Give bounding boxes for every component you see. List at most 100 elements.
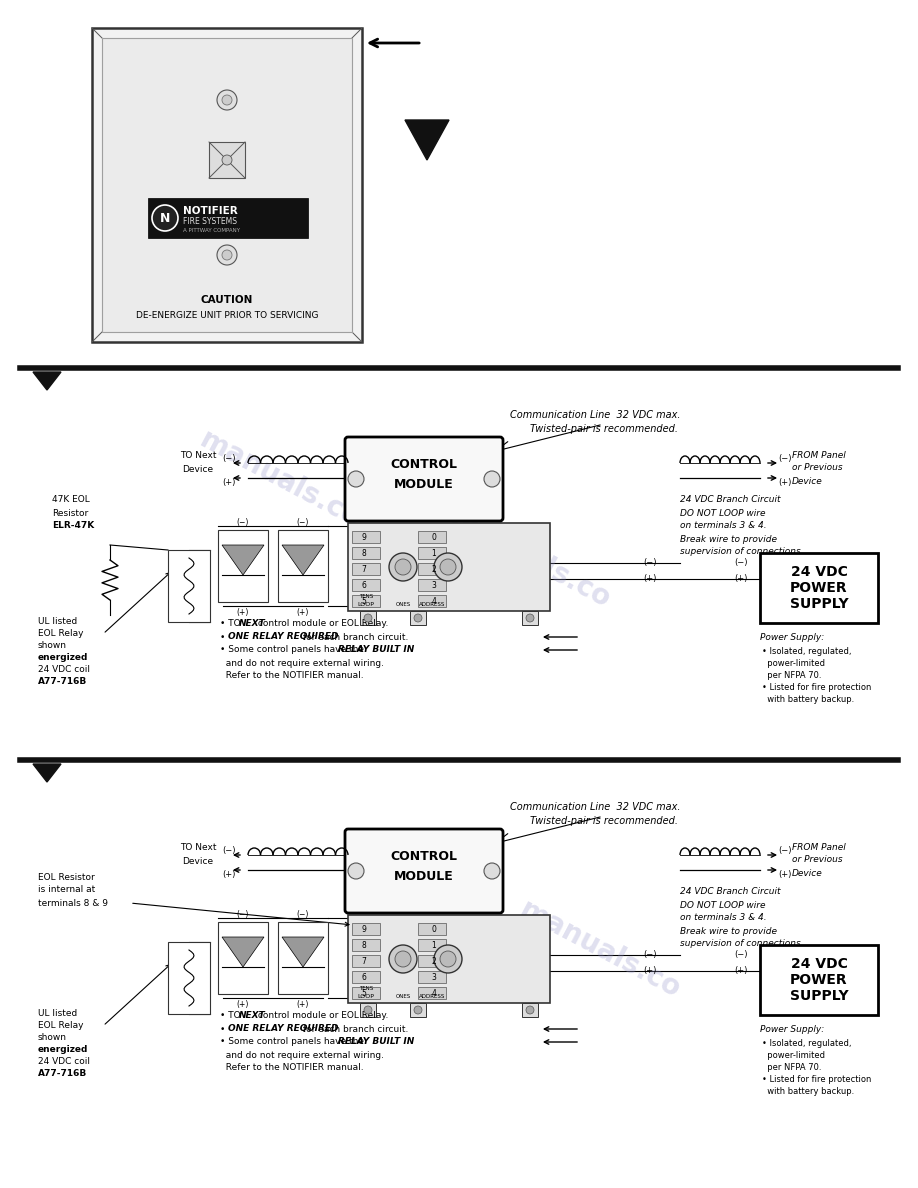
- Text: 7: 7: [362, 956, 366, 966]
- Text: DE-ENERGIZE UNIT PRIOR TO SERVICING: DE-ENERGIZE UNIT PRIOR TO SERVICING: [136, 310, 319, 320]
- Circle shape: [152, 206, 178, 230]
- Text: for each branch circuit.: for each branch circuit.: [299, 632, 408, 642]
- Text: power-limited: power-limited: [762, 1050, 825, 1060]
- Text: 6: 6: [362, 973, 366, 981]
- Text: manuals.co: manuals.co: [515, 896, 685, 1004]
- Circle shape: [395, 560, 411, 575]
- Text: 5: 5: [362, 988, 366, 998]
- Bar: [352, 971, 380, 982]
- Text: ONE RELAY REQUIRED: ONE RELAY REQUIRED: [228, 1024, 338, 1034]
- Bar: [410, 1003, 426, 1017]
- Text: 6: 6: [362, 581, 366, 589]
- FancyBboxPatch shape: [345, 829, 503, 914]
- Text: 8: 8: [362, 941, 366, 949]
- Text: 1: 1: [431, 549, 436, 557]
- Text: ONE RELAY REQUIRED: ONE RELAY REQUIRED: [228, 632, 338, 642]
- Text: or Previous: or Previous: [792, 855, 843, 865]
- Text: DO NOT LOOP wire: DO NOT LOOP wire: [680, 508, 766, 518]
- Circle shape: [526, 614, 534, 623]
- Bar: [278, 530, 328, 602]
- Text: MODULE: MODULE: [394, 479, 453, 492]
- Text: TENS: TENS: [359, 986, 373, 992]
- Polygon shape: [33, 764, 61, 782]
- Bar: [418, 971, 446, 982]
- Text: on terminals 3 & 4.: on terminals 3 & 4.: [680, 522, 767, 531]
- Circle shape: [434, 552, 462, 581]
- Text: and do not require external wiring.: and do not require external wiring.: [220, 1050, 384, 1060]
- Text: (−): (−): [778, 455, 791, 463]
- Text: (+): (+): [734, 575, 748, 583]
- Text: 24 VDC coil: 24 VDC coil: [38, 1057, 90, 1067]
- Text: 9: 9: [362, 924, 366, 934]
- Text: (+): (+): [297, 999, 309, 1009]
- Text: (−): (−): [778, 847, 791, 855]
- Text: ADDRESS: ADDRESS: [419, 602, 445, 607]
- Text: • Isolated, regulated,: • Isolated, regulated,: [762, 646, 852, 656]
- Text: with battery backup.: with battery backup.: [762, 695, 855, 703]
- Circle shape: [364, 1006, 372, 1015]
- Bar: [418, 546, 446, 560]
- Text: 5: 5: [362, 596, 366, 606]
- Bar: [278, 922, 328, 994]
- Bar: [352, 955, 380, 967]
- Text: Device: Device: [792, 476, 823, 486]
- Text: (−): (−): [734, 558, 748, 568]
- Bar: [418, 579, 446, 590]
- Text: (+): (+): [778, 478, 791, 487]
- Text: supervision of connections.: supervision of connections.: [680, 940, 803, 948]
- Circle shape: [484, 470, 500, 487]
- Text: A77-716B: A77-716B: [38, 1069, 87, 1079]
- Bar: [352, 546, 380, 560]
- Text: 2: 2: [431, 564, 436, 574]
- Text: A77-716B: A77-716B: [38, 677, 87, 687]
- Text: 8: 8: [362, 549, 366, 557]
- Circle shape: [440, 560, 456, 575]
- Text: ONES: ONES: [396, 994, 410, 999]
- Text: 9: 9: [362, 532, 366, 542]
- Text: ADDRESS: ADDRESS: [419, 994, 445, 999]
- Text: (+): (+): [237, 999, 249, 1009]
- Text: 7: 7: [362, 564, 366, 574]
- Text: Device: Device: [183, 857, 214, 866]
- Text: 24 VDC: 24 VDC: [790, 958, 847, 971]
- Text: and do not require external wiring.: and do not require external wiring.: [220, 658, 384, 668]
- Text: 2: 2: [431, 956, 436, 966]
- Bar: [418, 531, 446, 543]
- Text: (−): (−): [297, 518, 309, 526]
- Bar: [352, 923, 380, 935]
- Text: • Listed for fire protection: • Listed for fire protection: [762, 1074, 871, 1083]
- Text: 3: 3: [431, 581, 436, 589]
- Text: FROM Panel: FROM Panel: [792, 842, 845, 852]
- Text: 47K EOL: 47K EOL: [52, 495, 90, 505]
- Text: POWER: POWER: [790, 973, 848, 987]
- Circle shape: [222, 249, 232, 260]
- Text: (−): (−): [734, 950, 748, 960]
- Text: for each branch circuit.: for each branch circuit.: [299, 1024, 408, 1034]
- Text: (−): (−): [297, 910, 309, 918]
- Text: (+): (+): [644, 575, 656, 583]
- Bar: [418, 563, 446, 575]
- Bar: [522, 611, 538, 625]
- Text: is internal at: is internal at: [38, 885, 95, 895]
- Text: 3: 3: [431, 973, 436, 981]
- Text: RELAY BUILT IN: RELAY BUILT IN: [338, 645, 414, 655]
- Text: EOL Relay: EOL Relay: [38, 630, 84, 638]
- Bar: [760, 944, 878, 1015]
- Text: Break wire to provide: Break wire to provide: [680, 535, 777, 543]
- Text: POWER: POWER: [790, 581, 848, 595]
- Bar: [102, 38, 352, 331]
- Bar: [92, 29, 362, 342]
- Polygon shape: [282, 545, 324, 575]
- Text: Power Supply:: Power Supply:: [760, 632, 824, 642]
- Text: (+): (+): [734, 967, 748, 975]
- Text: Communication Line  32 VDC max.: Communication Line 32 VDC max.: [510, 802, 680, 813]
- Text: RELAY BUILT IN: RELAY BUILT IN: [338, 1037, 414, 1047]
- Text: energized: energized: [38, 1045, 88, 1055]
- Text: 24 VDC Branch Circuit: 24 VDC Branch Circuit: [680, 887, 780, 897]
- Bar: [410, 611, 426, 625]
- Circle shape: [395, 952, 411, 967]
- Circle shape: [222, 154, 232, 165]
- Text: TO Next: TO Next: [180, 450, 217, 460]
- Text: •: •: [220, 632, 229, 642]
- Polygon shape: [405, 120, 449, 160]
